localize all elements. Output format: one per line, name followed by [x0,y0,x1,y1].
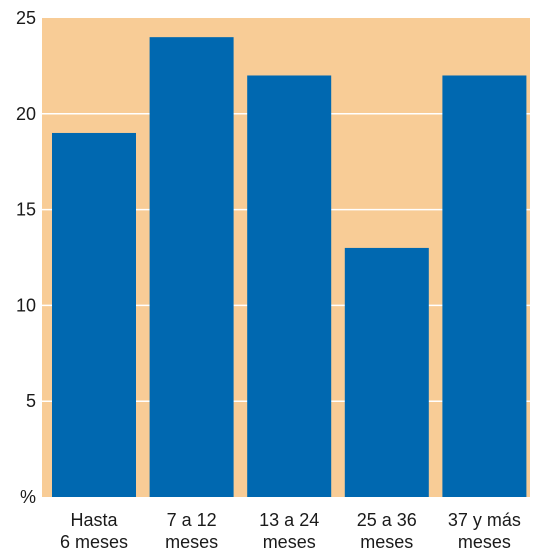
y-tick-label-15: 15 [16,200,36,220]
bar-1 [52,132,136,497]
bar-4 [344,247,429,497]
bars [52,37,527,497]
bar-5 [442,75,527,497]
y-axis-tick-labels: 5 10 15 20 25 [16,8,36,411]
category-label-2: 7 a 12 meses [165,510,218,552]
y-axis-unit-label: % [20,487,36,507]
bar-3 [247,75,332,497]
category-label-5: 37 y más meses [448,510,521,552]
y-tick-label-10: 10 [16,295,36,315]
y-tick-label-5: 5 [26,391,36,411]
category-label-3: 13 a 24 meses [259,510,319,552]
y-tick-label-20: 20 [16,104,36,124]
y-tick-label-25: 25 [16,8,36,28]
x-axis-category-labels: Hasta 6 meses 7 a 12 meses 13 a 24 meses 25 a … [60,510,521,552]
bar-2 [149,37,234,497]
category-label-4: 25 a 36 meses [357,510,417,552]
category-label-1: Hasta 6 meses [60,510,128,552]
